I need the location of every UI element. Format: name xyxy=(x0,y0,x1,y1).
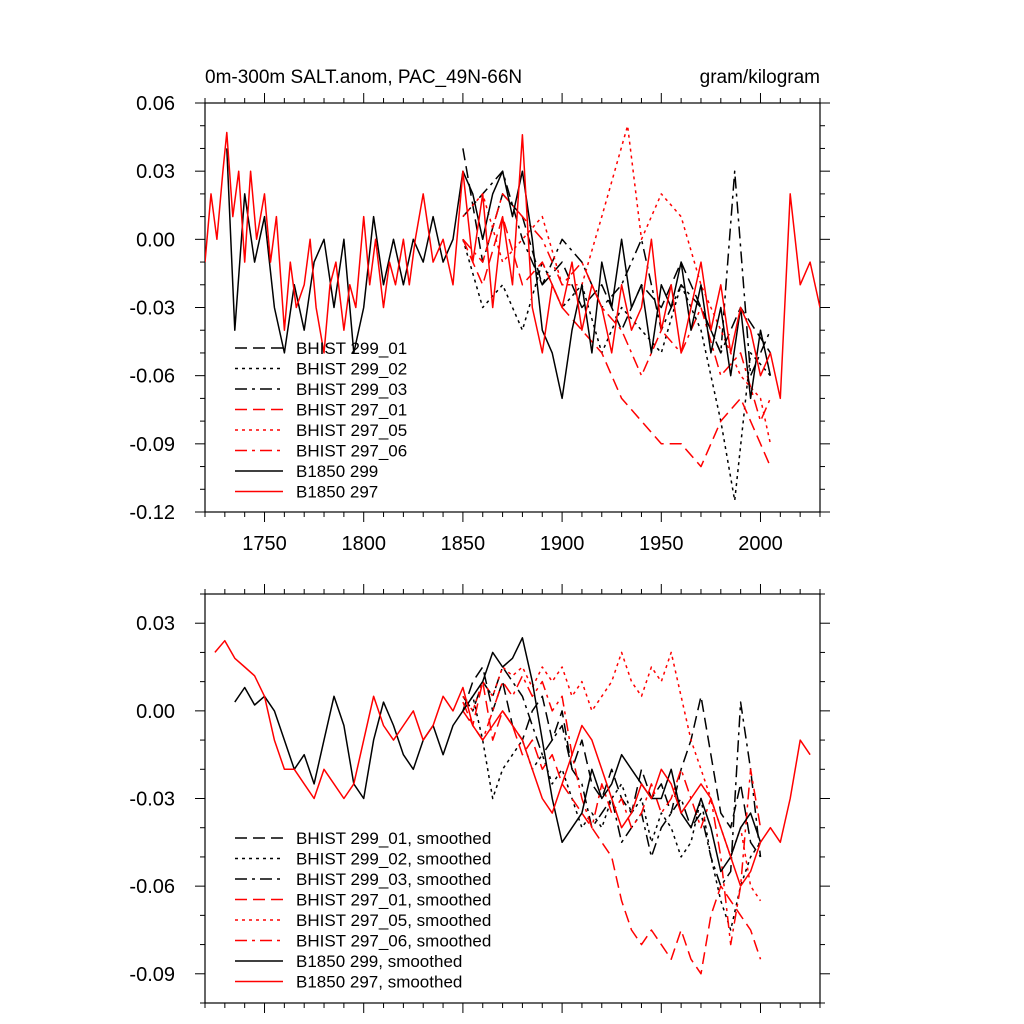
y-tick-label: 0.00 xyxy=(136,229,175,251)
legend-label: BHIST 299_01 xyxy=(296,339,407,358)
x-tick-label: 1750 xyxy=(242,533,287,555)
legend-label: BHIST 299_02, smoothed xyxy=(296,850,491,869)
legend-label: BHIST 297_05 xyxy=(296,421,407,440)
units-label: gram/kilogram xyxy=(700,67,820,88)
series-line-bhist-297-05 xyxy=(462,124,772,444)
y-tick-label: -0.12 xyxy=(129,502,175,524)
legend-label: B1850 297, smoothed xyxy=(296,973,462,992)
chart-title: 0m-300m SALT.anom, PAC_49N-66N xyxy=(205,67,522,88)
y-tick-label: 0.06 xyxy=(136,93,175,115)
legend-label: BHIST 299_01, smoothed xyxy=(296,829,491,848)
top-panel: 1750 1800 1850 1900 1950 2000 0.06 0.03 0.00 -0.0… xyxy=(129,67,830,555)
x-tick-label: 1800 xyxy=(341,533,386,555)
legend-label: BHIST 297_06 xyxy=(296,442,407,461)
legend-label: BHIST 297_01 xyxy=(296,401,407,420)
series-line-bhist-299-02 xyxy=(462,239,771,502)
legend-label: B1850 299 xyxy=(296,462,378,481)
series-line-b1850-299 xyxy=(226,148,772,400)
y-tick-label: -0.06 xyxy=(129,366,175,388)
legend-label: BHIST 297_06, smoothed xyxy=(296,932,491,951)
series-line-bhist-297-06-smoothed xyxy=(462,675,762,946)
y-tick-label: 0.03 xyxy=(136,161,175,183)
series-line-bhist-299-03 xyxy=(462,170,772,377)
legend-label: BHIST 297_05, smoothed xyxy=(296,911,491,930)
x-tick-label: 2000 xyxy=(738,533,783,555)
y-tick-label: -0.06 xyxy=(129,876,175,898)
legend-label: B1850 297 xyxy=(296,483,378,502)
y-tick-label: 0.03 xyxy=(136,613,175,635)
series-group xyxy=(214,637,811,975)
legend-label: BHIST 299_03, smoothed xyxy=(296,870,491,889)
y-tick-label: -0.09 xyxy=(129,434,175,456)
legend-label: BHIST 299_03 xyxy=(296,380,407,399)
y-tick-label: -0.03 xyxy=(129,298,175,320)
series-line-bhist-297-01 xyxy=(462,215,772,468)
x-tick-label: 1900 xyxy=(540,533,585,555)
y-tick-label: -0.09 xyxy=(129,964,175,986)
series-group xyxy=(205,124,820,502)
x-tick-label: 1850 xyxy=(441,533,486,555)
legend-label: BHIST 297_01, smoothed xyxy=(296,891,491,910)
series-line-bhist-297-06 xyxy=(462,193,772,422)
y-tick-label: 0.00 xyxy=(136,701,175,723)
x-tick-label: 1950 xyxy=(639,533,684,555)
series-line-b1850-299-smoothed xyxy=(234,637,762,873)
bottom-panel: 0.03 0.00 -0.03 -0.06 -0.09 BHIST 299_01, smo… xyxy=(129,584,830,1013)
series-line-bhist-299-03-smoothed xyxy=(462,666,762,887)
series-line-bhist-299-02-smoothed xyxy=(462,695,762,931)
legend-label: BHIST 299_02 xyxy=(296,360,407,379)
y-tick-label: -0.03 xyxy=(129,789,175,811)
series-line-b1850-297 xyxy=(205,131,820,400)
series-line-b1850-297-smoothed xyxy=(214,639,811,887)
legend-label: B1850 299, smoothed xyxy=(296,952,462,971)
